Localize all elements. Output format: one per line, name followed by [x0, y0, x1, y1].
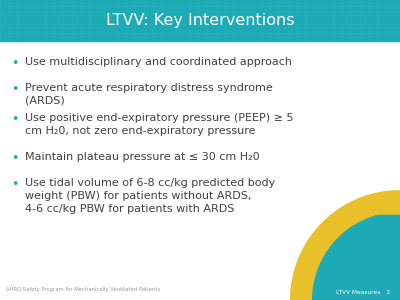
Text: Maintain plateau pressure at ≤ 30 cm H₂0: Maintain plateau pressure at ≤ 30 cm H₂0 — [25, 152, 260, 162]
Text: Use positive end-expiratory pressure (PEEP) ≥ 5
cm H₂0, not zero end-expiratory : Use positive end-expiratory pressure (PE… — [25, 113, 294, 136]
Text: •: • — [11, 57, 19, 70]
Polygon shape — [290, 190, 400, 300]
Bar — [0, 42, 400, 300]
Text: •: • — [11, 178, 19, 191]
Text: LTVV Measures   3: LTVV Measures 3 — [336, 290, 390, 295]
Text: Use tidal volume of 6-8 cc/kg predicted body
weight (PBW) for patients without A: Use tidal volume of 6-8 cc/kg predicted … — [25, 178, 275, 214]
Text: •: • — [11, 113, 19, 126]
Text: Use multidisciplinary and coordinated approach: Use multidisciplinary and coordinated ap… — [25, 57, 292, 67]
Bar — [0, 0, 400, 42]
Text: •: • — [11, 83, 19, 96]
Polygon shape — [312, 215, 400, 300]
Text: LTVV: Key Interventions: LTVV: Key Interventions — [106, 14, 294, 28]
Text: •: • — [11, 152, 19, 165]
Text: Prevent acute respiratory distress syndrome
(ARDS): Prevent acute respiratory distress syndr… — [25, 83, 273, 106]
Text: AHRQ Safety Program for Mechanically Ventilated Patients: AHRQ Safety Program for Mechanically Ven… — [6, 287, 160, 292]
